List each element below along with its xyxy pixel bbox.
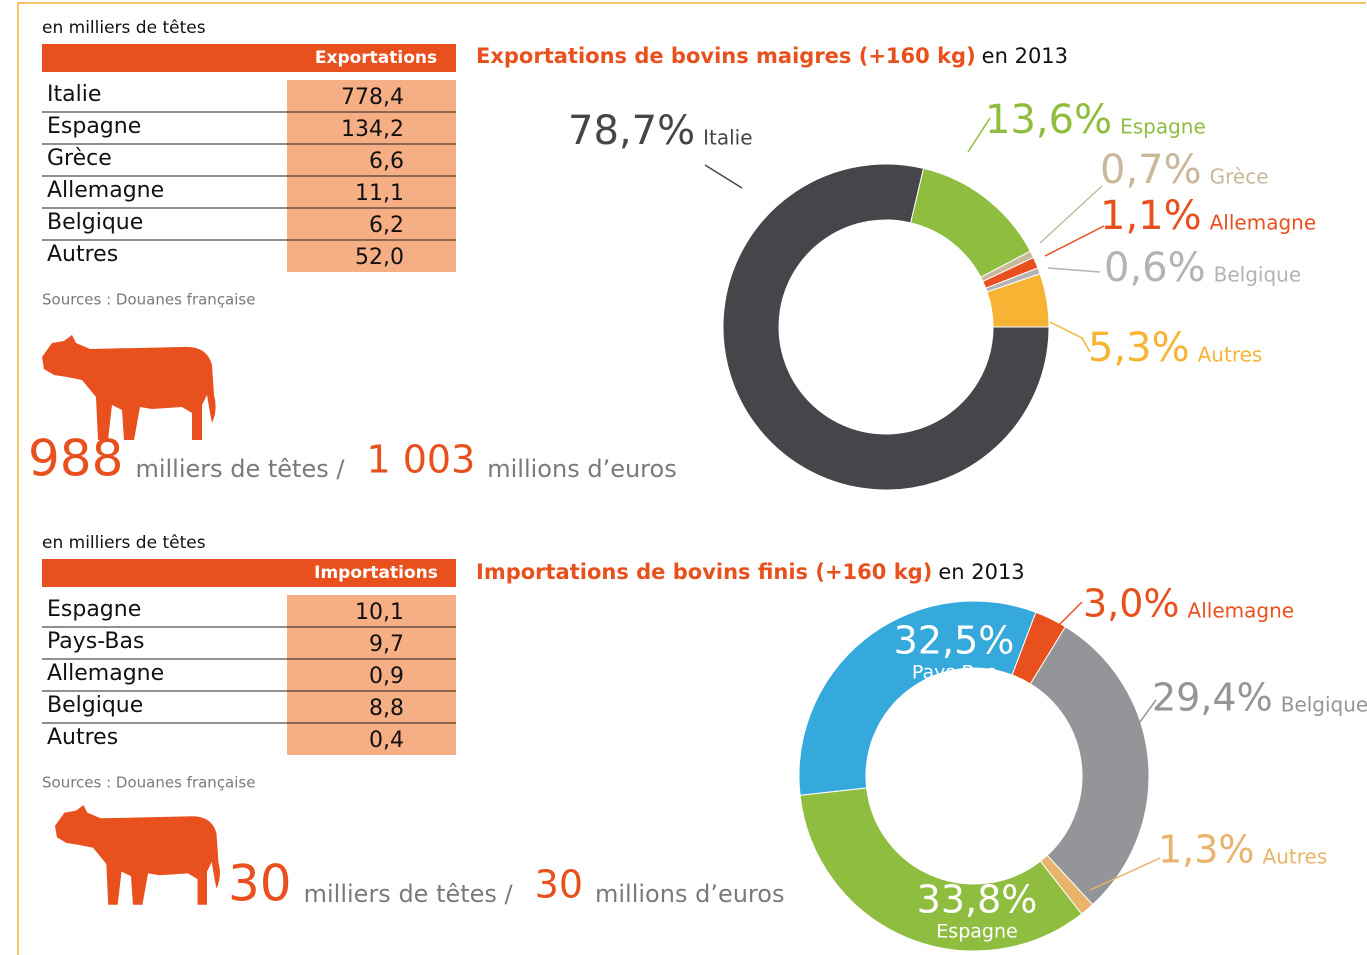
total-value: 30 (535, 863, 583, 907)
chart-title-year: en 2013 (938, 560, 1024, 584)
source: Sources : Douanes française (42, 774, 255, 792)
table-header (42, 559, 456, 587)
slice-value-label: 0,7% (1100, 147, 1202, 193)
slice-value-label: 5,3% (1088, 325, 1190, 371)
slice-name: Grèce (1210, 165, 1269, 189)
slice-name: Belgique (1214, 263, 1302, 287)
total-heads: 988 (28, 430, 123, 488)
slice-value-label: 29,4% (1152, 676, 1273, 720)
chart-title: Exportations de bovins maigres (+160 kg)… (476, 44, 1068, 68)
slice-value-label: 78,7% (568, 108, 695, 154)
row-label: Autres (47, 242, 118, 267)
slice (986, 273, 1050, 328)
row-label: Grèce (47, 146, 112, 171)
row-value: 52,0 (355, 245, 404, 270)
row-value: 134,2 (341, 117, 404, 142)
slice-name: Autres (1263, 845, 1328, 869)
leader-line (1057, 601, 1083, 627)
row-label: Allemagne (47, 661, 164, 686)
row-value: 9,7 (369, 632, 404, 657)
row-label: Italie (47, 82, 101, 107)
slice-name: Espagne (1120, 115, 1206, 139)
slice (1029, 626, 1150, 906)
table-header-text: Exportations (315, 48, 437, 68)
unit-note: en milliers de têtes (42, 18, 206, 38)
chart-title: Importations de bovins finis (+160 kg) en… (476, 560, 1025, 584)
slice-value-label: 1,3% (1158, 828, 1255, 872)
chart-title-main: Exportations de bovins maigres (+160 kg) (476, 44, 976, 68)
row-label: Belgique (47, 210, 143, 235)
slice-name: Espagne (936, 921, 1017, 943)
table-header (42, 44, 456, 72)
row-value: 778,4 (341, 85, 404, 110)
slice-value-label: 13,6% (985, 97, 1112, 143)
leader-line (1047, 267, 1101, 273)
unit-note: en milliers de têtes (42, 533, 206, 553)
chart-title-main: Importations de bovins finis (+160 kg) (476, 560, 932, 584)
slice (722, 163, 1050, 491)
row-value: 0,9 (369, 664, 404, 689)
row-label: Autres (47, 725, 118, 750)
total-value-label: millions d’euros (595, 880, 784, 908)
slice-name: Belgique (1281, 693, 1367, 717)
slice-name: Autres (1198, 343, 1263, 367)
cow-icon (55, 805, 220, 905)
leader-line (1049, 321, 1091, 353)
row-label: Belgique (47, 693, 143, 718)
slice-value-label: 0,6% (1104, 245, 1206, 291)
row-value: 8,8 (369, 696, 404, 721)
source: Sources : Douanes française (42, 291, 255, 309)
leader-line (1044, 225, 1105, 257)
row-value: 0,4 (369, 728, 404, 753)
slice-name: Pays-Bas (912, 662, 996, 684)
slice (799, 787, 1083, 952)
row-label: Espagne (47, 597, 141, 622)
chart-title-year: en 2013 (982, 44, 1068, 68)
slice-name: Italie (703, 126, 752, 150)
value-column (287, 595, 456, 755)
cow-icon (42, 335, 216, 440)
total-value: 1 003 (366, 438, 475, 482)
slice (1039, 854, 1094, 915)
slice (798, 600, 1037, 796)
slice-name: Allemagne (1188, 599, 1295, 623)
row-label: Pays-Bas (47, 629, 144, 654)
leader-line (1039, 185, 1103, 244)
total-heads: 30 (228, 855, 292, 913)
slice-value-label: 1,1% (1100, 193, 1202, 239)
table-header-text: Importations (314, 563, 438, 583)
row-value: 6,2 (369, 213, 404, 238)
slice-value-label: 33,8% (917, 878, 1038, 922)
slice-value-label: 3,0% (1083, 582, 1180, 626)
row-value: 10,1 (355, 600, 404, 625)
slice-name: Allemagne (1210, 211, 1317, 235)
leader-line (967, 117, 991, 153)
total-heads-label: milliers de têtes / (135, 455, 345, 483)
row-label: Allemagne (47, 178, 164, 203)
row-label: Espagne (47, 114, 141, 139)
frame (17, 2, 1366, 955)
total-heads-label: milliers de têtes / (304, 880, 514, 908)
total-value-label: millions d’euros (487, 455, 676, 483)
leader-line (1139, 699, 1157, 723)
row-value: 6,6 (369, 149, 404, 174)
slice-value-label: 32,5% (894, 619, 1015, 663)
leader-line (1089, 857, 1161, 891)
leader-line (704, 164, 743, 189)
row-value: 11,1 (355, 181, 404, 206)
